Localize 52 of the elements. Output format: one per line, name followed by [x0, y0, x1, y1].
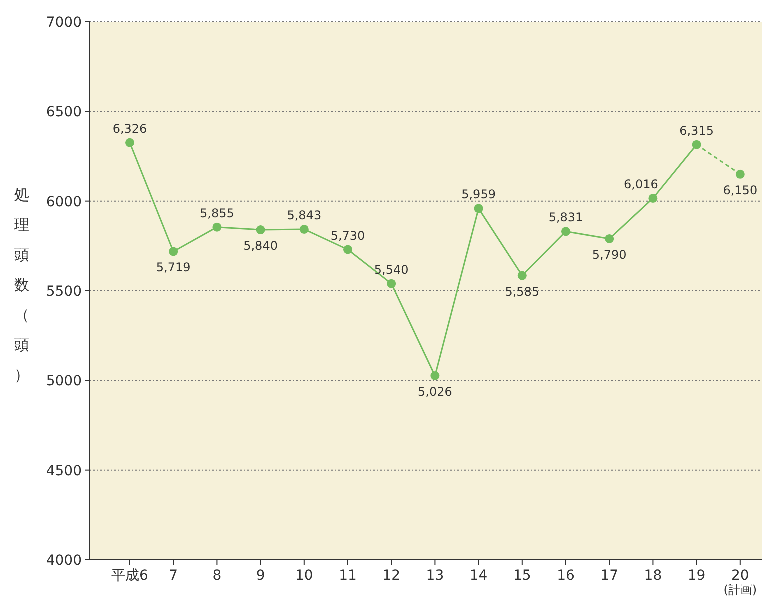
y-tick-label: 6000: [46, 194, 82, 210]
x-tick-label: 20 (計画): [724, 568, 758, 597]
x-tick-label: 10: [295, 568, 314, 584]
point: [518, 271, 527, 280]
point: [430, 372, 440, 381]
data-label: 5,719: [156, 260, 191, 275]
data-label: 5,790: [592, 248, 627, 262]
point: [344, 245, 352, 254]
point: [169, 247, 178, 256]
y-tick-label: 5000: [46, 374, 82, 390]
x-tick-label: 18: [644, 568, 662, 584]
data-label: 6,150: [723, 183, 758, 198]
x-tick-label: 16: [557, 568, 575, 584]
data-label: 5,026: [418, 385, 452, 400]
x-tick-label: 13: [426, 568, 444, 584]
point: [126, 138, 134, 148]
point: [387, 279, 396, 288]
data-label: 6,326: [112, 122, 148, 136]
point: [562, 227, 570, 236]
x-tick-label: 8: [212, 568, 222, 584]
x-tick-label: 平成6: [112, 568, 149, 584]
point: [474, 204, 484, 214]
x-tick-label: 15: [513, 568, 532, 584]
x-tick-label: 19: [688, 568, 706, 584]
data-label: 5,831: [548, 210, 584, 225]
y-tick-label: 4500: [46, 463, 82, 480]
data-label: 5,540: [374, 262, 409, 277]
x-tick-label: 12: [382, 568, 401, 584]
y-tick-label: 4000: [46, 553, 82, 569]
data-label: 5,959: [462, 188, 496, 202]
x-tick-label: 14: [470, 568, 488, 584]
data-label: 5,585: [505, 284, 540, 299]
data-label: 5,843: [287, 208, 322, 222]
data-label: 6,016: [624, 177, 658, 192]
data-label: 5,730: [330, 228, 366, 243]
y-tick-label: 7000: [46, 15, 82, 31]
point: [605, 234, 614, 244]
x-tick-label: 9: [256, 568, 266, 584]
y-axis-title: 処理頭数（頭）: [14, 186, 30, 384]
data-label: 6,315: [680, 124, 714, 138]
x-tick-label: 11: [339, 568, 357, 584]
point: [648, 194, 658, 203]
y-tick-label: 6500: [46, 104, 82, 121]
y-tick-label: 5500: [46, 284, 82, 300]
point: [212, 222, 222, 232]
data-label: 5,840: [244, 239, 278, 254]
x-tick-label: 17: [600, 568, 619, 584]
point: [736, 170, 745, 179]
point: [300, 224, 309, 234]
x-tick-label: 7: [169, 568, 178, 584]
data-label: 5,855: [200, 206, 234, 220]
point: [256, 226, 266, 235]
